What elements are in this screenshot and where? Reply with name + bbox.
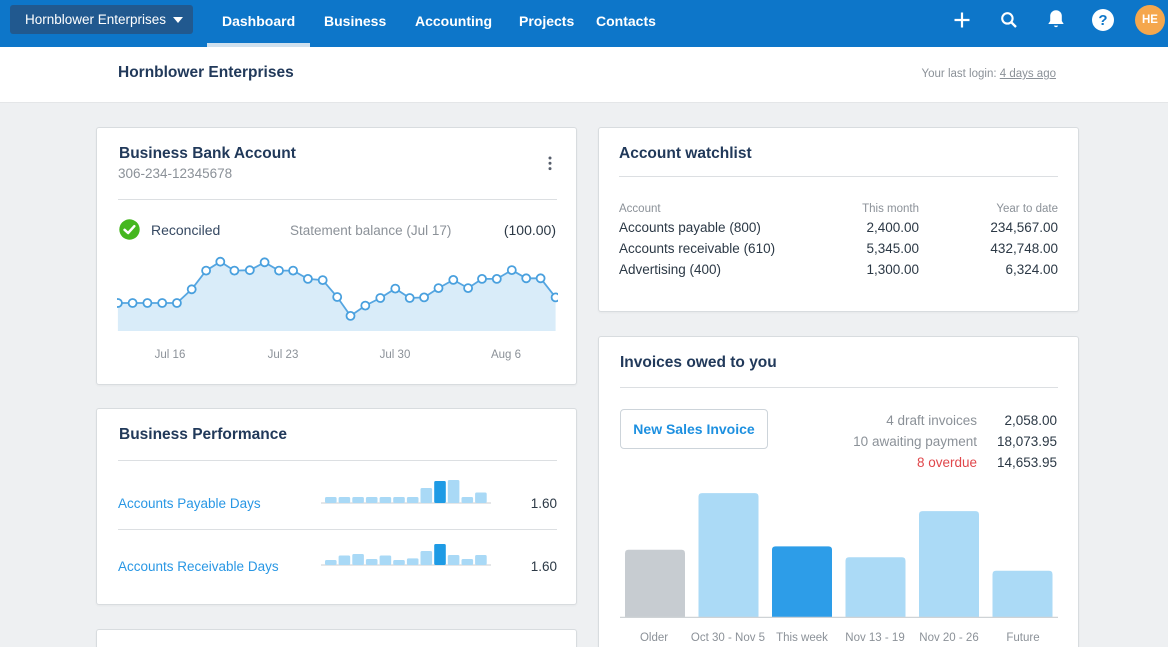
svg-text:?: ?	[1098, 12, 1107, 29]
